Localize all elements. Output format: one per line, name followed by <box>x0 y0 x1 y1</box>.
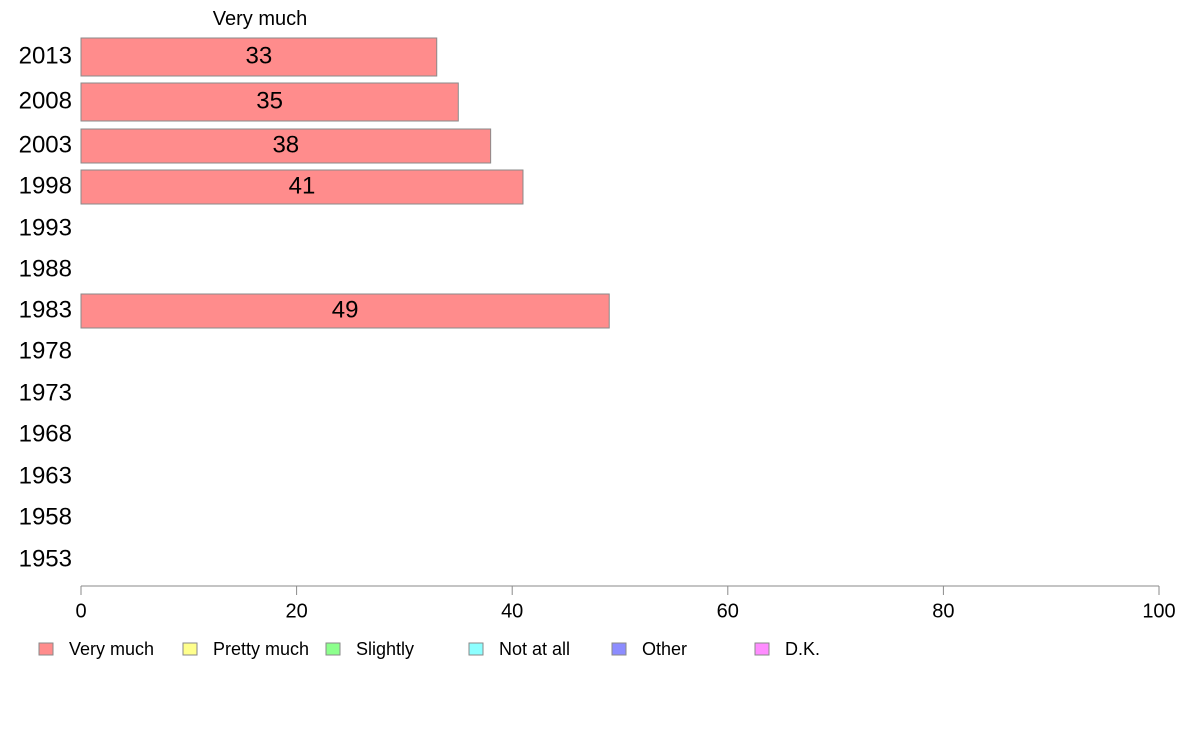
y-tick-label: 1958 <box>19 503 72 530</box>
y-tick-label: 1973 <box>19 379 72 406</box>
bar-1998 <box>80 169 524 205</box>
y-tick-label: 1993 <box>19 214 72 241</box>
bar-data-label: 38 <box>272 131 299 158</box>
x-tick-label: 80 <box>932 600 954 622</box>
bar-data-label: 41 <box>289 172 316 199</box>
legend-label: Other <box>642 639 687 659</box>
bar-data-label: 35 <box>256 87 283 114</box>
y-tick-label: 1953 <box>19 545 72 572</box>
x-tick-label: 20 <box>285 600 307 622</box>
y-tick-label: 1978 <box>19 337 72 364</box>
y-tick-label: 2008 <box>19 87 72 114</box>
legend-swatch <box>754 642 770 656</box>
x-axis: 0 20 40 60 80 100 <box>75 585 1176 622</box>
legend-swatch <box>468 642 484 656</box>
legend-label: Not at all <box>499 639 570 659</box>
legend-swatch <box>182 642 198 656</box>
legend-label: Slightly <box>356 639 414 659</box>
legend-label: Pretty much <box>213 639 309 659</box>
y-tick-label: 1968 <box>19 420 72 447</box>
legend-swatch <box>611 642 627 656</box>
bars-layer: 33 35 38 41 49 <box>80 37 610 329</box>
y-tick-label: 2003 <box>19 131 72 158</box>
legend-swatch <box>38 642 54 656</box>
bar-data-label: 49 <box>332 296 359 323</box>
y-tick-label: 1963 <box>19 462 72 489</box>
legend-label: Very much <box>69 639 154 659</box>
x-tick-label: 40 <box>501 600 523 622</box>
y-tick-label: 2013 <box>19 42 72 69</box>
bar-2003 <box>80 128 492 164</box>
y-tick-label: 1998 <box>19 172 72 199</box>
bar-2008 <box>80 82 459 122</box>
legend: Very much Pretty much Slightly Not at all Ot… <box>38 639 820 659</box>
legend-label: D.K. <box>785 639 820 659</box>
y-tick-label: 1983 <box>19 296 72 323</box>
legend-swatch <box>325 642 341 656</box>
bar-1983 <box>80 293 610 329</box>
x-tick-label: 0 <box>75 600 86 622</box>
x-tick-label: 60 <box>717 600 739 622</box>
y-tick-label: 1988 <box>19 255 72 282</box>
bar-2013 <box>80 37 438 77</box>
y-axis-labels: 2013 2008 2003 1998 1993 1988 1983 1978 1973 1968… <box>19 42 72 572</box>
bar-data-label: 33 <box>246 42 273 69</box>
chart-title: Very much <box>213 8 307 30</box>
x-tick-label: 100 <box>1142 600 1175 622</box>
